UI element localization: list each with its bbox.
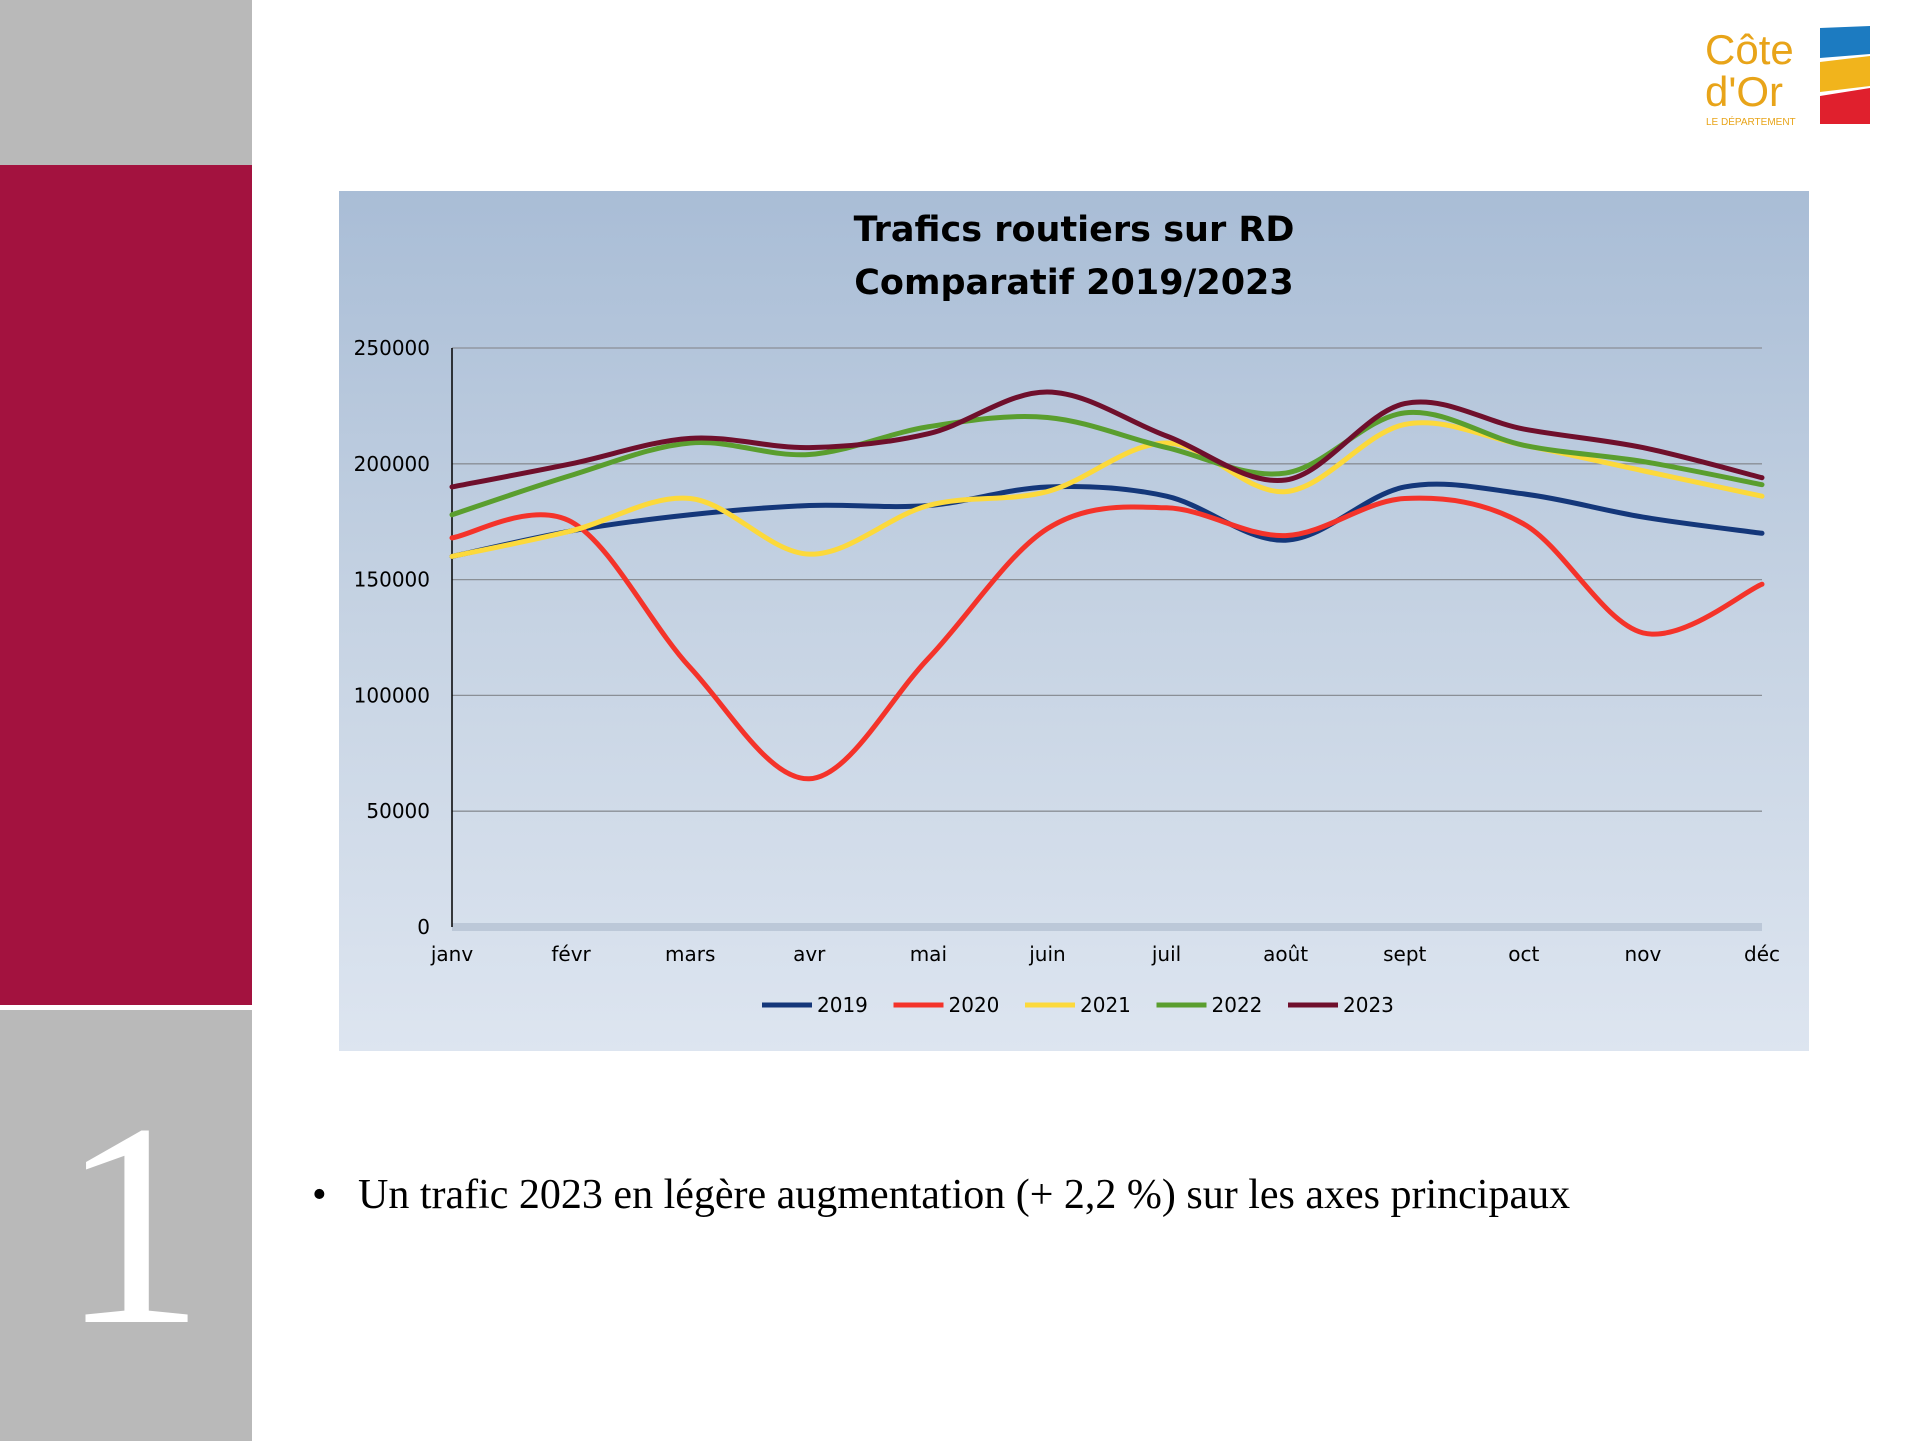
logo-red-band [1820,88,1870,124]
logo-yellow-band [1820,56,1870,92]
chart-title-line1: Trafics routiers sur RD [854,210,1295,250]
x-tick-label: nov [1625,942,1662,966]
x-tick-label: oct [1508,942,1539,966]
bullet-text: Un trafic 2023 en légère augmentation (+… [358,1172,1571,1218]
plot-floor [452,923,1762,931]
x-tick-label: déc [1744,942,1780,966]
series-line-2022 [449,409,1765,518]
nav-arrow-icon[interactable] [252,1372,282,1394]
y-axis: 0 50000 100000 150000 200000 250000 [354,336,453,939]
legend-label-2022: 2022 [1212,993,1263,1017]
logo-subtitle: LE DÉPARTEMENT [1706,115,1796,128]
series-line-2019 [449,481,1765,559]
x-tick-label: sept [1383,942,1426,966]
x-tick-label: mars [665,942,715,966]
slide-number: 1 [60,1064,205,1385]
y-tick-label: 0 [417,915,430,939]
y-tick-label: 200000 [354,452,430,476]
y-tick-label: 150000 [354,568,430,592]
logo-blue-band [1820,26,1870,58]
traffic-chart-svg: Trafics routiers sur RD Comparatif 2019/… [354,210,1780,1017]
logo-line2: d'Or [1705,68,1783,115]
x-tick-label: janv [430,942,473,966]
sidebar-bottom-block [0,1010,252,1441]
legend-label-2023: 2023 [1343,993,1394,1017]
legend-label-2019: 2019 [817,993,868,1017]
series-line-2020 [449,495,1765,782]
x-tick-label: juil [1151,942,1181,966]
series-line-2023 [449,389,1765,490]
x-tick-label: août [1263,942,1308,966]
y-tick-label: 250000 [354,336,430,360]
x-axis: janv févr mars avr mai juin juil août sept oct nov… [430,942,1780,966]
bullet-marker: • [312,1172,327,1218]
logo-line1: Côte [1705,26,1794,73]
sidebar-top-block [0,0,252,165]
x-tick-label: juin [1028,942,1065,966]
sidebar-accent-block [0,165,252,1005]
x-tick-label: mai [910,942,947,966]
cote-dor-logo: Côte d'Or LE DÉPARTEMENT [1705,26,1870,128]
x-tick-label: avr [793,942,826,966]
series-lines [449,389,1765,782]
legend: 2019 2020 2021 2022 2023 [762,993,1394,1017]
sidebar-divider [0,1005,252,1010]
x-tick-label: févr [551,942,591,966]
bullet-item: • Un trafic 2023 en légère augmentation (… [312,1165,1812,1225]
chart-title-line2: Comparatif 2019/2023 [854,263,1294,303]
traffic-chart: Trafics routiers sur RD Comparatif 2019/… [339,191,1809,1051]
gridlines [452,347,1762,931]
y-tick-label: 100000 [354,683,430,707]
legend-label-2021: 2021 [1080,993,1131,1017]
legend-label-2020: 2020 [949,993,1000,1017]
y-tick-label: 50000 [366,799,430,823]
